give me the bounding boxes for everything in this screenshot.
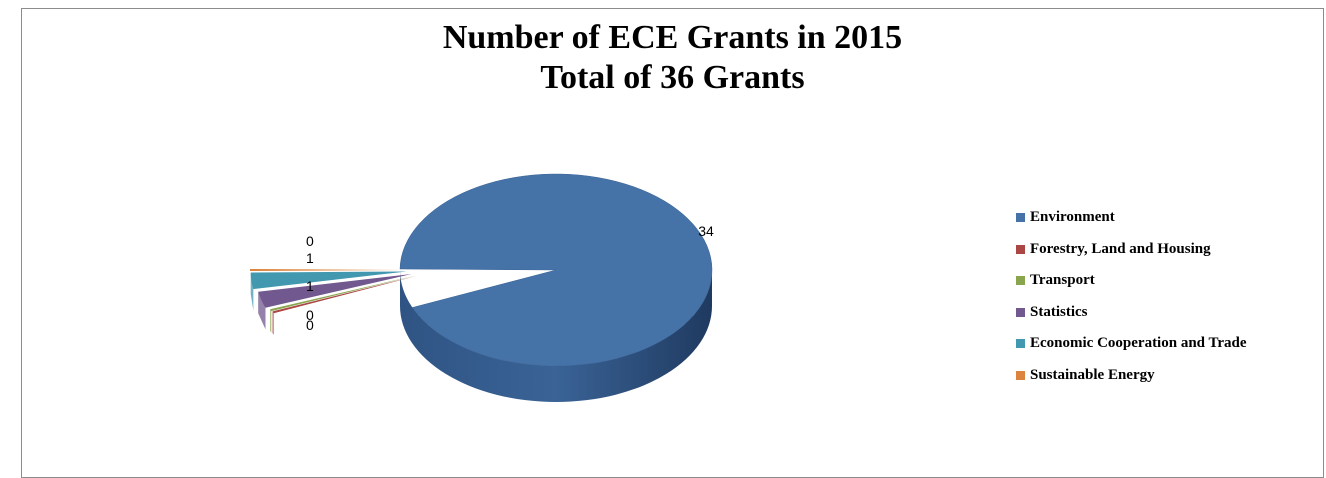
legend-label: Transport [1030,272,1095,289]
legend-swatch [1016,307,1025,317]
legend-item-environment: Environment [1016,202,1316,234]
legend-swatch [1016,370,1025,380]
data-label-forestry-land-and-housing: 0 [306,233,314,249]
legend-label: Economic Cooperation and Trade [1030,335,1247,352]
chart-title: Number of ECE Grants in 2015 [442,19,903,56]
pie-slice-edge-3 [258,291,266,330]
legend-item-statistics: Statistics [1016,297,1316,329]
data-label-statistics: 1 [306,278,314,294]
legend-swatch [1016,276,1025,286]
legend-swatch [1016,244,1025,254]
chart-subtitle: Total of 36 Grants [540,59,805,96]
pie-slice-environment [399,173,713,367]
data-label-economic-cooperation-and-trade: 1 [306,250,314,266]
legend-label: Forestry, Land and Housing [1030,240,1211,257]
legend-swatch [1016,213,1025,223]
pie-slice-forestry-land-and-housing [272,275,418,314]
legend-item-transport: Transport [1016,265,1316,297]
legend-item-sustainable-energy: Sustainable Energy [1016,360,1316,392]
pie-slice-statistics [258,274,412,308]
data-label-sustainable-energy: 0 [306,307,314,323]
pie-slice-edge-2 [270,309,272,333]
pie-slice-edge-4 [250,272,254,311]
legend-label: Sustainable Energy [1030,366,1155,383]
legend-label: Environment [1030,209,1115,226]
legend-label: Statistics [1030,303,1088,320]
pie-slice-edge-1 [272,311,274,335]
legend: Environment Forestry, Land and Housing Tra… [1016,202,1316,391]
chart-title-block: Number of ECE Grants in 2015 Total of 36… [21,18,1324,98]
pie-slice-economic-cooperation-and-trade [250,271,407,290]
legend-item-economic-cooperation-and-trade: Economic Cooperation and Trade [1016,328,1316,360]
pie-slice-transport [270,275,417,312]
pie-slices [250,173,713,402]
data-label-transport: 0 [306,317,314,333]
legend-item-forestry-land-and-housing: Forestry, Land and Housing [1016,234,1316,266]
data-label-environment: 34 [698,223,714,239]
legend-swatch [1016,339,1025,349]
pie-slice-sustainable-energy [250,268,406,272]
pie-slice-side-0 [400,270,712,402]
